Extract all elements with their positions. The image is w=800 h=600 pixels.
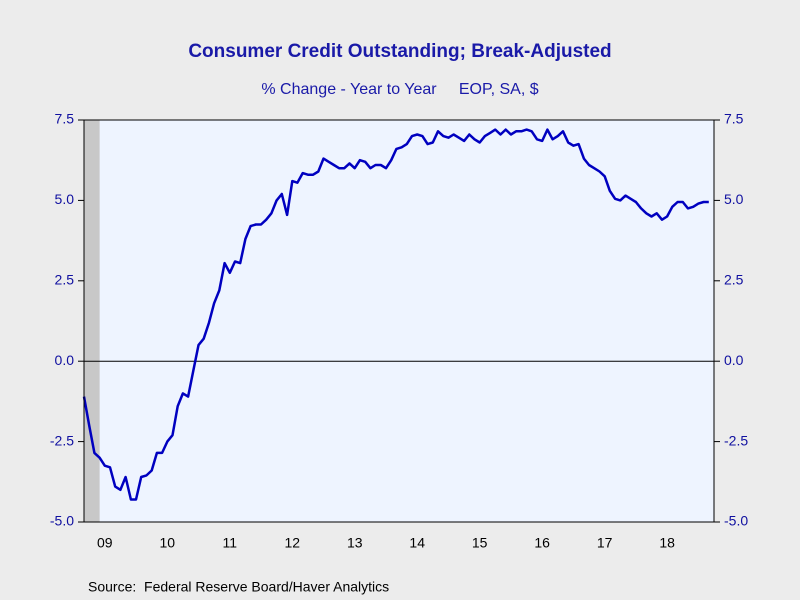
x-tick-label: 17 [597, 535, 613, 551]
x-tick-label: 13 [347, 535, 363, 551]
plot-frame [83, 119, 715, 523]
y-tick-label: -5.0 [50, 513, 74, 529]
x-tick-label: 10 [159, 535, 175, 551]
y2-tick-label: -2.5 [724, 432, 748, 448]
x-tick-label: 16 [534, 535, 550, 551]
chart-title: Consumer Credit Outstanding; Break-Adjus… [188, 41, 611, 62]
chart-subtitle: % Change - Year to Year EOP, SA, $ [261, 81, 538, 98]
y-tick-label: 0.0 [55, 352, 75, 368]
y-tick-label: 7.5 [55, 111, 75, 127]
y2-tick-label: 7.5 [724, 111, 744, 127]
x-tick-label: 14 [409, 535, 425, 551]
x-tick-label: 18 [659, 535, 675, 551]
x-tick-label: 12 [284, 535, 300, 551]
plot-area [84, 120, 714, 522]
y2-tick-label: 5.0 [724, 191, 744, 207]
recession-shading [84, 120, 100, 522]
y-tick-label: -2.5 [50, 432, 74, 448]
x-tick-label: 15 [472, 535, 488, 551]
y-tick-label: 2.5 [55, 272, 75, 288]
source-note: Source: Federal Reserve Board/Haver Anal… [88, 579, 389, 595]
data-line [82, 128, 709, 501]
y2-tick-label: -5.0 [724, 513, 748, 529]
y2-tick-label: 2.5 [724, 272, 744, 288]
y-tick-label: 5.0 [55, 191, 75, 207]
x-tick-label: 09 [97, 535, 113, 551]
x-tick-label: 11 [222, 535, 237, 551]
y2-tick-label: 0.0 [724, 352, 744, 368]
